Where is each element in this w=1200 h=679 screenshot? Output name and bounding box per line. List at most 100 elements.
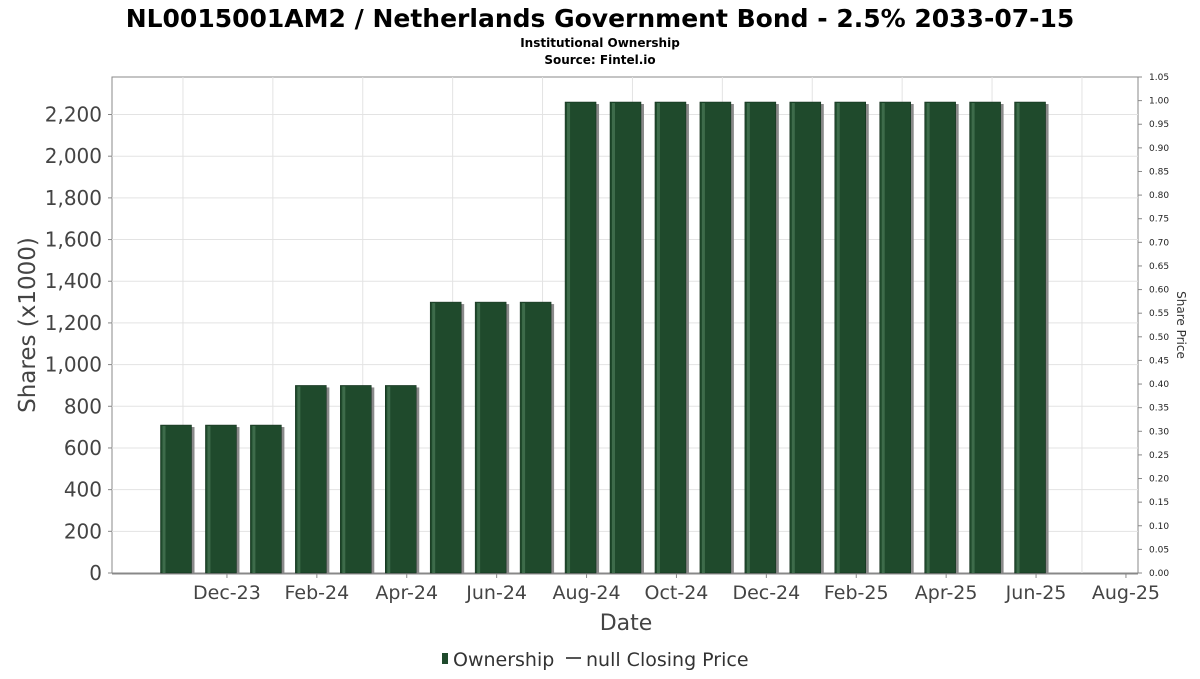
ownership-bar-body [519,301,552,574]
x-tick-label: Apr-24 [375,582,438,604]
y2-tick-label: 0.15 [1149,498,1169,508]
axes: 0 200 400 600 800 1,000 1,200 1,400 1,600 1,800 2,… [45,73,1170,604]
ownership-bar-highlight [656,103,660,574]
ownership-bar-highlight [612,103,615,574]
y2-tick-label: 0.10 [1149,522,1169,532]
ownership-bar-body [744,101,777,574]
ownership-bar [654,101,689,574]
ownership-bar-body [295,385,327,574]
chart-subtitle: Institutional Ownership [520,36,680,50]
ownership-bar-body [1014,101,1046,574]
x-tick-label: Aug-25 [1092,582,1160,604]
bars [160,101,1049,574]
y2-tick-label: 0.95 [1149,120,1169,130]
x-tick-label: Dec-23 [193,582,261,604]
ownership-bar-highlight [567,103,571,574]
ownership-bar [969,101,1004,574]
y2-tick-label: 0.75 [1149,215,1169,225]
ownership-bar-highlight [207,426,211,573]
ownership-bar-body [474,301,507,574]
ownership-bar-highlight [342,386,346,573]
ownership-bar [609,101,644,574]
ownership-bar-highlight [252,426,256,573]
ownership-bar-body [385,385,417,574]
y-tick-label: 400 [64,478,102,502]
ownership-bar [924,101,959,574]
legend-ownership-label: Ownership [453,649,554,671]
ownership-bar-highlight [477,303,481,573]
ownership-bar-body [834,101,866,574]
ownership-bar-highlight [836,103,840,574]
ownership-bar-body [340,385,372,574]
y-tick-label: 2,200 [45,103,102,127]
x-tick-label: Apr-25 [915,582,978,604]
ownership-bar-highlight [881,103,885,574]
ownership-bar-highlight [432,303,436,573]
ownership-bar [474,301,510,574]
ownership-bar-body [160,424,192,574]
y-tick-label: 200 [64,519,102,543]
x-tick-label: Feb-24 [285,582,350,604]
y-tick-label: 1,000 [45,353,102,377]
y2-tick-label: 0.20 [1149,475,1169,485]
ownership-bar [699,101,734,574]
y-tick-label: 1,400 [45,269,102,293]
ownership-bar [385,385,420,574]
legend: Ownership null Closing Price [442,649,749,671]
ownership-bar-body [699,101,732,574]
y2-tick-label: 0.65 [1149,262,1169,272]
y2-tick-label: 0.50 [1149,333,1169,343]
y-tick-label: 1,200 [45,311,102,335]
y-tick-label: 0 [89,561,102,585]
ownership-bar-highlight [162,426,166,573]
chart-title: NL0015001AM2 / Netherlands Government Bo… [126,4,1075,33]
legend-ownership-swatch [442,653,448,664]
y2-tick-label: 1.05 [1149,73,1169,83]
ownership-bar-body [654,101,687,574]
ownership-bar [340,385,375,574]
y-axis-label: Shares (x1000) [15,237,41,413]
ownership-bar [564,101,600,574]
y-tick-label: 800 [64,394,102,418]
y2-tick-label: 0.80 [1149,191,1169,201]
legend-closing-price-label: null Closing Price [586,649,749,671]
ownership-bar-highlight [701,103,705,574]
ownership-bar-highlight [746,103,750,574]
y2-axis-label: Share Price [1174,291,1188,359]
ownership-bar-body [205,424,237,574]
ownership-bar [789,101,824,574]
y-tick-label: 1,800 [45,186,102,210]
y2-tick-label: 0.05 [1149,545,1169,555]
ownership-bar-body [429,301,462,574]
ownership-bar [879,101,914,574]
ownership-bar-body [969,101,1001,574]
ownership-bar [295,385,330,574]
x-tick-label: Aug-24 [552,582,620,604]
x-tick-label: Jun-24 [465,582,527,604]
ownership-bar-highlight [926,103,930,574]
y-tick-label: 2,000 [45,144,102,168]
y2-tick-label: 0.90 [1149,144,1169,154]
ownership-bar-body [564,101,597,574]
y2-tick-label: 0.70 [1149,238,1169,248]
y2-tick-label: 0.00 [1149,569,1169,579]
ownership-bar [744,101,779,574]
ownership-bar [250,424,285,574]
ownership-bar-highlight [522,303,526,573]
y2-tick-label: 0.40 [1149,380,1169,390]
ownership-bar-body [879,101,911,574]
x-axis-label: Date [600,611,653,636]
ownership-bar-highlight [1016,103,1020,574]
y-tick-label: 1,600 [45,228,102,252]
ownership-bar [205,424,240,574]
y2-tick-label: 0.85 [1149,167,1169,177]
x-tick-label: Oct-24 [645,582,709,604]
y2-tick-label: 1.00 [1149,97,1169,107]
ownership-bar-body [609,101,642,574]
y2-tick-label: 0.30 [1149,427,1169,437]
ownership-bar-body [250,424,282,574]
ownership-bar-highlight [971,103,975,574]
y2-tick-label: 0.45 [1149,356,1169,366]
